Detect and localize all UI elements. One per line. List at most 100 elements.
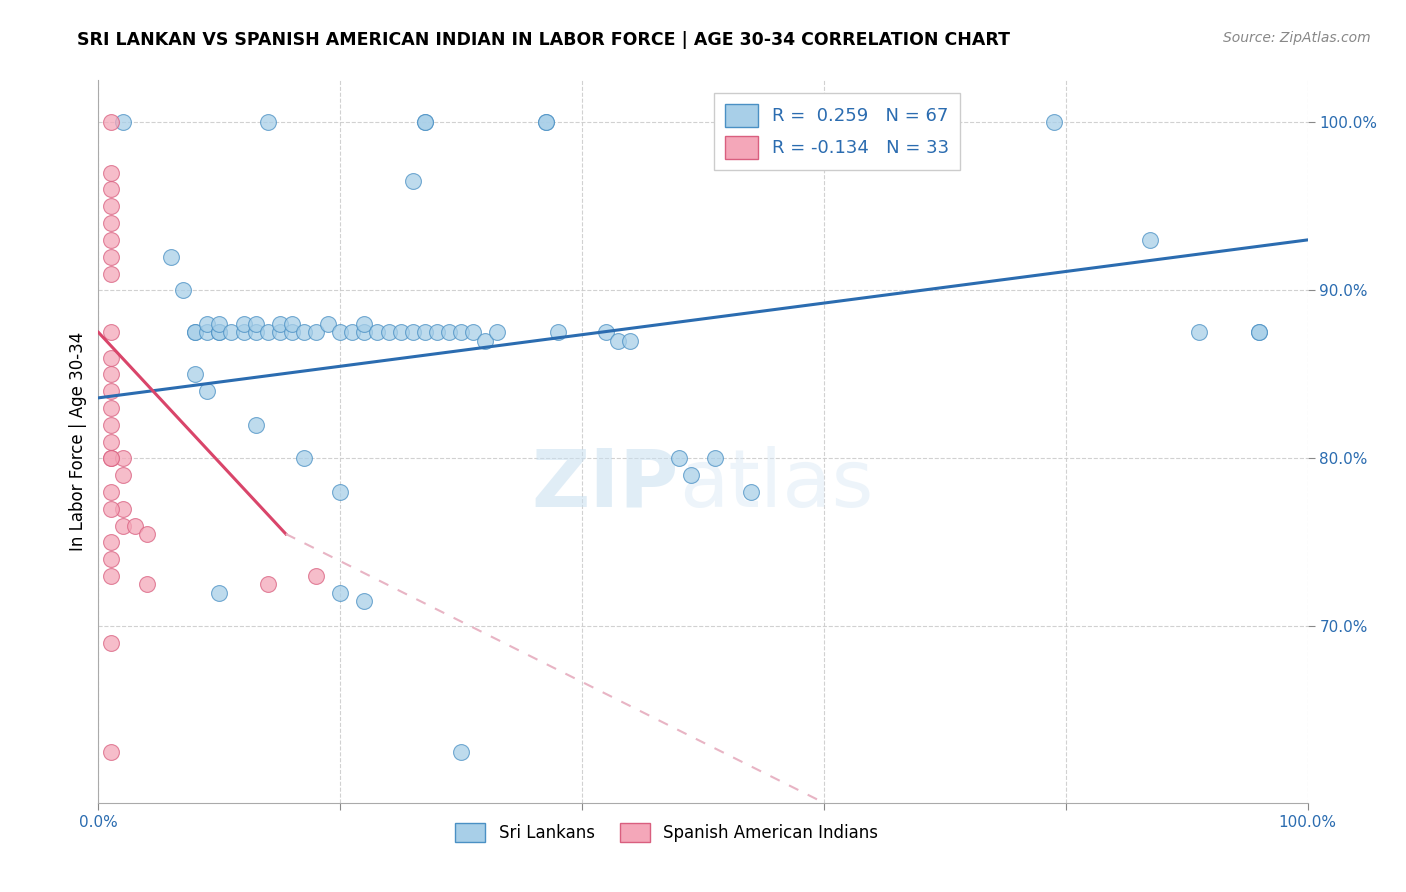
Point <box>100 636 122 650</box>
Point <box>100 417 122 432</box>
Point <box>100 233 122 247</box>
Point <box>474 334 496 348</box>
Point <box>450 326 472 340</box>
Point <box>100 199 122 213</box>
Point <box>413 115 436 129</box>
Point <box>124 518 146 533</box>
Point <box>100 434 122 449</box>
Point <box>195 384 218 398</box>
Point <box>402 326 425 340</box>
Text: Source: ZipAtlas.com: Source: ZipAtlas.com <box>1223 31 1371 45</box>
Point <box>100 451 122 466</box>
Point <box>402 174 425 188</box>
Point <box>366 326 388 340</box>
Point <box>100 552 122 566</box>
Point <box>135 527 157 541</box>
Point <box>1042 115 1064 129</box>
Point <box>607 334 630 348</box>
Point <box>679 468 702 483</box>
Point <box>184 326 207 340</box>
Point <box>281 326 304 340</box>
Point <box>111 468 134 483</box>
Point <box>111 518 134 533</box>
Point <box>100 745 122 759</box>
Point <box>486 326 509 340</box>
Point <box>437 326 460 340</box>
Point <box>208 326 231 340</box>
Point <box>100 115 122 129</box>
Point <box>305 326 328 340</box>
Point <box>172 283 194 297</box>
Point <box>450 745 472 759</box>
Point <box>100 216 122 230</box>
Point <box>269 326 291 340</box>
Point <box>100 384 122 398</box>
Point <box>1249 326 1271 340</box>
Point <box>342 326 364 340</box>
Text: atlas: atlas <box>679 446 873 524</box>
Point <box>413 115 436 129</box>
Point <box>1249 326 1271 340</box>
Point <box>377 326 399 340</box>
Point <box>305 569 328 583</box>
Text: ZIP: ZIP <box>531 446 679 524</box>
Point <box>329 485 352 500</box>
Point <box>208 326 231 340</box>
Point <box>111 115 134 129</box>
Legend: Sri Lankans, Spanish American Indians: Sri Lankans, Spanish American Indians <box>449 816 884 848</box>
Y-axis label: In Labor Force | Age 30-34: In Labor Force | Age 30-34 <box>69 332 87 551</box>
Point <box>232 326 254 340</box>
Point <box>100 485 122 500</box>
Point <box>100 535 122 549</box>
Point <box>100 401 122 415</box>
Point <box>426 326 449 340</box>
Point <box>281 317 304 331</box>
Point <box>547 326 569 340</box>
Point <box>111 501 134 516</box>
Point <box>413 326 436 340</box>
Point <box>292 451 315 466</box>
Point <box>160 250 183 264</box>
Point <box>329 586 352 600</box>
Point <box>100 326 122 340</box>
Point <box>195 317 218 331</box>
Point <box>619 334 641 348</box>
Point <box>100 368 122 382</box>
Point <box>221 326 243 340</box>
Point <box>534 115 557 129</box>
Point <box>269 317 291 331</box>
Point <box>704 451 727 466</box>
Point <box>534 115 557 129</box>
Point <box>208 317 231 331</box>
Point <box>353 594 375 608</box>
Point <box>463 326 485 340</box>
Point <box>245 417 267 432</box>
Point <box>256 326 278 340</box>
Point <box>353 317 375 331</box>
Point <box>100 451 122 466</box>
Point <box>100 166 122 180</box>
Point <box>292 326 315 340</box>
Point <box>232 317 254 331</box>
Text: SRI LANKAN VS SPANISH AMERICAN INDIAN IN LABOR FORCE | AGE 30-34 CORRELATION CHA: SRI LANKAN VS SPANISH AMERICAN INDIAN IN… <box>77 31 1011 49</box>
Point <box>100 569 122 583</box>
Point <box>100 351 122 365</box>
Point <box>195 326 218 340</box>
Point <box>595 326 617 340</box>
Point <box>897 115 920 129</box>
Point <box>135 577 157 591</box>
Point <box>740 485 762 500</box>
Point <box>100 182 122 196</box>
Point <box>668 451 690 466</box>
Point <box>256 115 278 129</box>
Point <box>245 317 267 331</box>
Point <box>100 250 122 264</box>
Point <box>1188 326 1211 340</box>
Point <box>389 326 412 340</box>
Point <box>1139 233 1161 247</box>
Point <box>111 451 134 466</box>
Point <box>316 317 339 331</box>
Point <box>184 368 207 382</box>
Point <box>256 577 278 591</box>
Point <box>100 501 122 516</box>
